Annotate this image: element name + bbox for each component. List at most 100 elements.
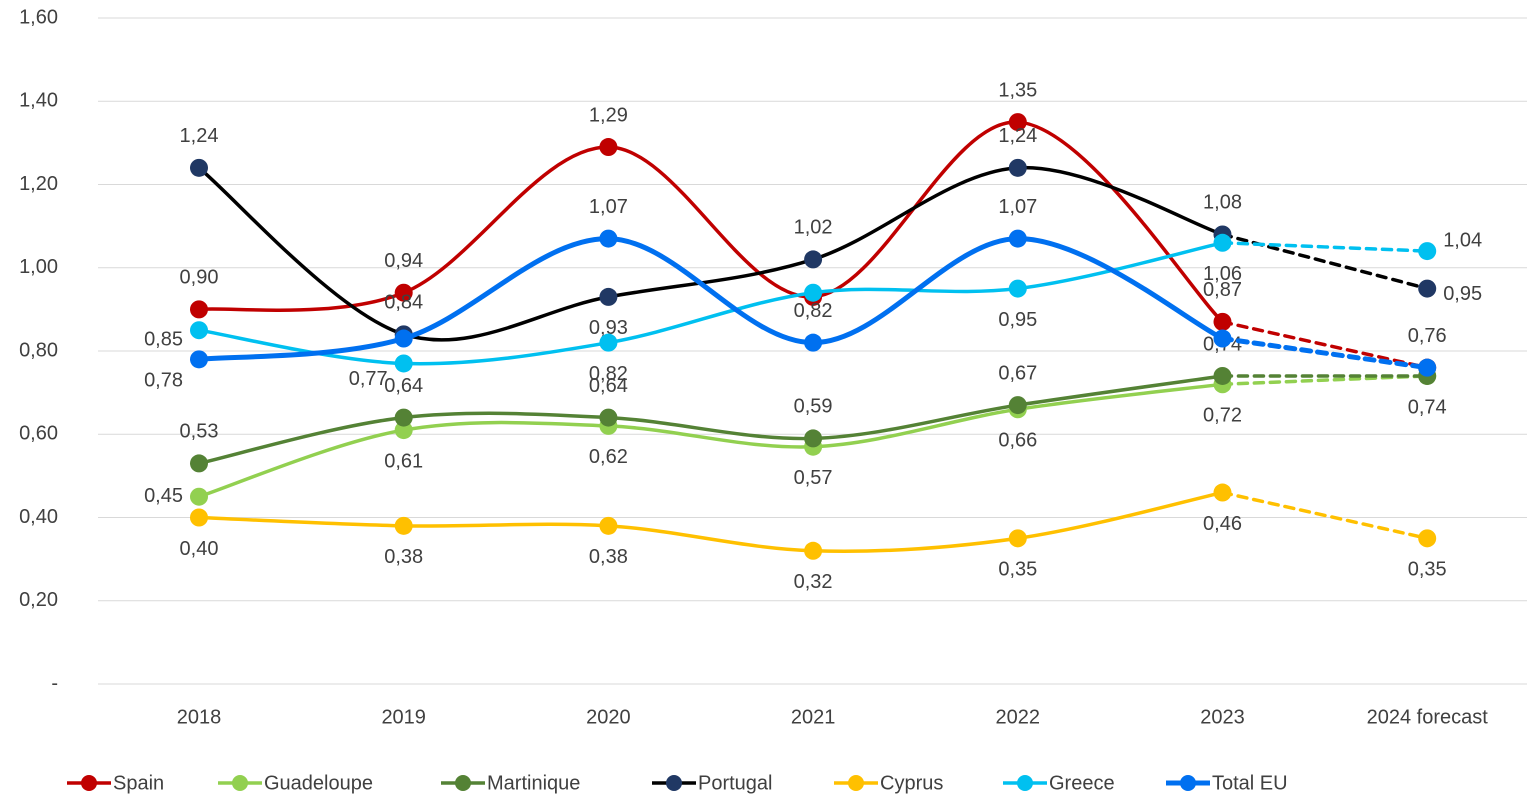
marker	[1008, 396, 1027, 415]
marker	[1213, 329, 1232, 348]
data-label: 1,07	[589, 196, 628, 218]
series-line	[1220, 320, 1429, 370]
data-label: 0,76	[1408, 325, 1447, 347]
x-tick-label: 2019	[381, 706, 426, 728]
legend-item: Spain	[67, 772, 164, 794]
data-label: 1,35	[998, 79, 1037, 101]
data-label: 0,32	[794, 571, 833, 593]
y-tick-label: 0,20	[19, 589, 58, 611]
marker	[394, 329, 413, 348]
marker	[1418, 242, 1437, 261]
y-tick-label: 1,20	[19, 173, 58, 195]
data-label: 0,45	[144, 485, 183, 507]
marker	[1008, 529, 1027, 548]
y-tick-label: -	[51, 672, 58, 694]
data-label: 0,72	[1203, 405, 1242, 427]
data-label: 0,85	[144, 328, 183, 350]
data-label: 0,77	[349, 368, 388, 390]
data-label: 0,95	[998, 309, 1037, 331]
x-tick-label: 2023	[1200, 706, 1245, 728]
data-label: 1,04	[1443, 229, 1482, 251]
series-line	[197, 490, 1225, 554]
legend-marker	[848, 775, 864, 791]
x-tick-label: 2022	[996, 706, 1041, 728]
marker	[804, 333, 823, 352]
data-label: 1,24	[998, 125, 1037, 147]
marker	[1213, 233, 1232, 252]
legend-marker	[81, 775, 97, 791]
marker	[190, 487, 208, 506]
legend-marker	[1017, 775, 1033, 791]
x-tick-label: 2021	[791, 706, 836, 728]
marker	[599, 408, 618, 427]
data-label: 0,62	[589, 446, 628, 468]
y-tick-label: 0,80	[19, 339, 58, 361]
data-label: 0,87	[1203, 279, 1242, 301]
marker	[394, 354, 413, 373]
marker	[394, 421, 413, 440]
marker	[599, 138, 618, 157]
data-label: 0,95	[1443, 283, 1482, 305]
series-line	[1220, 232, 1429, 291]
marker	[1008, 229, 1027, 248]
data-label: 0,82	[589, 363, 628, 385]
legend-item: Cyprus	[834, 772, 943, 794]
x-tick-label: 2018	[177, 706, 222, 728]
y-tick-label: 1,60	[19, 6, 58, 28]
marker	[190, 300, 208, 319]
data-label: 0,46	[1203, 513, 1242, 535]
legend-item: Portugal	[652, 772, 773, 794]
data-label: 0,66	[998, 430, 1037, 452]
series-line	[197, 382, 1225, 499]
marker	[599, 229, 618, 248]
legend-marker	[666, 775, 682, 791]
data-label: 0,74	[1408, 396, 1447, 418]
data-label: 0,90	[180, 267, 219, 289]
marker	[599, 333, 618, 352]
legend-item: Guadeloupe	[218, 772, 373, 794]
marker	[599, 516, 618, 535]
marker	[1213, 483, 1232, 502]
y-tick-label: 0,60	[19, 423, 58, 445]
series-line	[1220, 374, 1429, 387]
series-line	[1220, 490, 1429, 541]
marker	[804, 250, 823, 269]
legend-label: Cyprus	[880, 772, 943, 794]
series-line	[1220, 241, 1429, 253]
data-label: 0,53	[180, 421, 219, 443]
data-label: 0,78	[144, 370, 183, 392]
marker	[394, 516, 413, 535]
marker	[394, 283, 413, 302]
legend-label: Total EU	[1212, 772, 1288, 794]
marker	[1008, 279, 1027, 298]
legend-label: Spain	[113, 772, 164, 794]
marker	[1008, 113, 1027, 132]
data-label: 1,24	[180, 125, 219, 147]
marker	[1418, 358, 1437, 377]
y-tick-label: 1,00	[19, 256, 58, 278]
series-line	[197, 241, 1225, 366]
marker	[394, 408, 413, 427]
marker	[804, 429, 823, 448]
legend-label: Portugal	[698, 772, 773, 794]
data-label: 0,64	[384, 375, 423, 397]
data-label: 0,38	[589, 546, 628, 568]
data-label: 0,67	[998, 362, 1037, 384]
data-label: 0,84	[384, 292, 423, 314]
marker	[190, 508, 208, 527]
marker	[190, 454, 208, 473]
marker	[804, 541, 823, 560]
legend-item: Total EU	[1166, 772, 1288, 794]
marker	[190, 158, 208, 177]
series-line	[196, 236, 1225, 362]
data-label: 0,38	[384, 546, 423, 568]
marker	[190, 350, 208, 369]
marker	[1008, 158, 1027, 177]
marker	[599, 287, 618, 306]
series-line	[1220, 336, 1430, 371]
legend-item: Greece	[1003, 772, 1115, 794]
data-label: 1,29	[589, 104, 628, 126]
marker	[804, 283, 823, 302]
marker	[1213, 312, 1232, 331]
